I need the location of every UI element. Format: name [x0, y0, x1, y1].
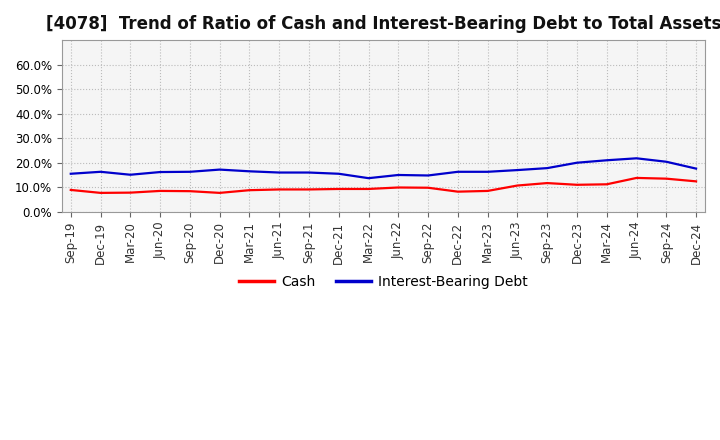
Legend: Cash, Interest-Bearing Debt: Cash, Interest-Bearing Debt: [234, 269, 533, 294]
Title: [4078]  Trend of Ratio of Cash and Interest-Bearing Debt to Total Assets: [4078] Trend of Ratio of Cash and Intere…: [46, 15, 720, 33]
